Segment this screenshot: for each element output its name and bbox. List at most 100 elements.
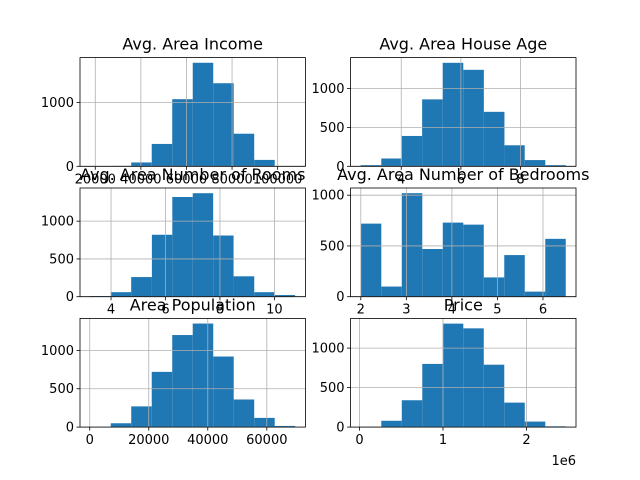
bar (151, 143, 173, 167)
bar (401, 193, 423, 297)
bar (524, 291, 546, 297)
bar (401, 400, 423, 428)
bar (504, 402, 525, 428)
y-tick-label: 500 (320, 239, 345, 254)
y-tick-label: 500 (49, 382, 74, 397)
y-tick-label: 500 (49, 252, 74, 267)
x-tick-label: 10 (266, 303, 283, 318)
bar (381, 158, 402, 167)
bar (524, 421, 546, 428)
bar (233, 276, 255, 297)
axes-frame (79, 57, 306, 167)
bar (213, 356, 234, 428)
x-tick-label: 20000 (128, 433, 169, 448)
x-tick-label: 0 (86, 433, 94, 448)
bar (172, 335, 193, 428)
subplot: 4 6 8 0 500 1000 Avg. Area House Age (311, 35, 577, 187)
bar (131, 406, 152, 428)
y-tick-label: 0 (336, 290, 344, 305)
bar (483, 111, 505, 167)
bar (463, 224, 484, 297)
x-tick-label: 3 (402, 303, 410, 318)
bar (545, 238, 566, 297)
bar (381, 420, 402, 428)
bar (172, 196, 193, 297)
x-tick-label: 0 (355, 433, 363, 448)
bar (483, 277, 505, 297)
bar (192, 193, 214, 297)
x-tick-label: 20000 (75, 172, 116, 187)
bar (131, 277, 152, 297)
subplot: 2 3 4 5 6 0 500 1000 Avg. Area Number of Bedroom… (311, 165, 589, 318)
bar (110, 292, 132, 297)
x-tick-label: 60000 (246, 433, 287, 448)
bar (381, 286, 402, 297)
bar (422, 248, 443, 297)
y-tick-label: 500 (320, 381, 345, 396)
x-tick-label: 4 (397, 172, 405, 187)
bar (422, 363, 443, 428)
bar (233, 399, 255, 428)
bar (213, 235, 234, 297)
y-tick-label: 0 (66, 160, 74, 175)
bar (110, 423, 132, 428)
y-tick-label: 0 (66, 421, 74, 436)
x-offset-label: 1e6 (551, 454, 576, 469)
bar (401, 135, 423, 167)
subplot-title: Avg. Area Number of Bedrooms (337, 165, 589, 184)
subplot: 0 20000 40000 60000 0 500 1000 Area Population (41, 295, 306, 448)
x-tick-label: 6 (457, 172, 465, 187)
subplot-title: Price (444, 295, 483, 314)
y-tick-label: 1000 (41, 96, 74, 111)
x-tick-label: 2 (522, 433, 530, 448)
x-tick-label: 1 (439, 433, 447, 448)
y-tick-label: 1000 (41, 344, 74, 359)
x-tick-label: 60000 (166, 172, 207, 187)
subplot: 4 6 8 10 0 500 1000 Avg. Area Number of Rooms (41, 165, 306, 318)
bar (442, 222, 464, 297)
bar (463, 69, 484, 167)
bar (504, 255, 525, 297)
subplot-title: Avg. Area House Age (379, 35, 547, 54)
bar (192, 323, 214, 428)
bar (442, 323, 464, 428)
axes-frame (79, 187, 306, 298)
bar (360, 223, 382, 297)
bar (483, 364, 505, 428)
y-tick-label: 0 (336, 160, 344, 175)
x-tick-label: 8 (216, 303, 224, 318)
x-tick-label: 80000 (211, 172, 252, 187)
axes-frame (79, 317, 306, 428)
bar (254, 417, 275, 428)
bar (422, 99, 443, 167)
bar (131, 162, 152, 167)
x-tick-label: 2 (357, 303, 365, 318)
x-tick-label: 4 (448, 303, 456, 318)
subplot-title: Avg. Area Number of Rooms (80, 165, 305, 184)
bar (274, 295, 296, 297)
bar (360, 165, 382, 167)
bar (545, 165, 566, 167)
bar (274, 425, 296, 428)
bar (254, 292, 275, 297)
bar (504, 145, 525, 167)
y-tick-label: 1000 (311, 342, 344, 357)
axes-frame (350, 187, 577, 298)
bar (442, 62, 464, 167)
subplot-title: Area Population (130, 295, 256, 314)
axes-frame (350, 317, 577, 428)
y-tick-label: 500 (320, 121, 345, 136)
bar (151, 234, 173, 297)
x-tick-label: 5 (493, 303, 501, 318)
y-tick-label: 0 (336, 421, 344, 436)
y-tick-label: 1000 (41, 215, 74, 230)
y-tick-label: 1000 (311, 82, 344, 97)
x-tick-label: 6 (161, 303, 169, 318)
y-tick-label: 0 (66, 290, 74, 305)
bar (151, 371, 173, 428)
y-tick-label: 1000 (311, 189, 344, 204)
x-tick-label: 40000 (120, 172, 161, 187)
x-tick-label: 100000 (253, 172, 303, 187)
subplot: 0 1 2 0 500 1000 Price 1e6 (311, 295, 577, 469)
subplot: 20000 40000 60000 80000 100000 0 1000 Avg. Area… (41, 35, 306, 187)
